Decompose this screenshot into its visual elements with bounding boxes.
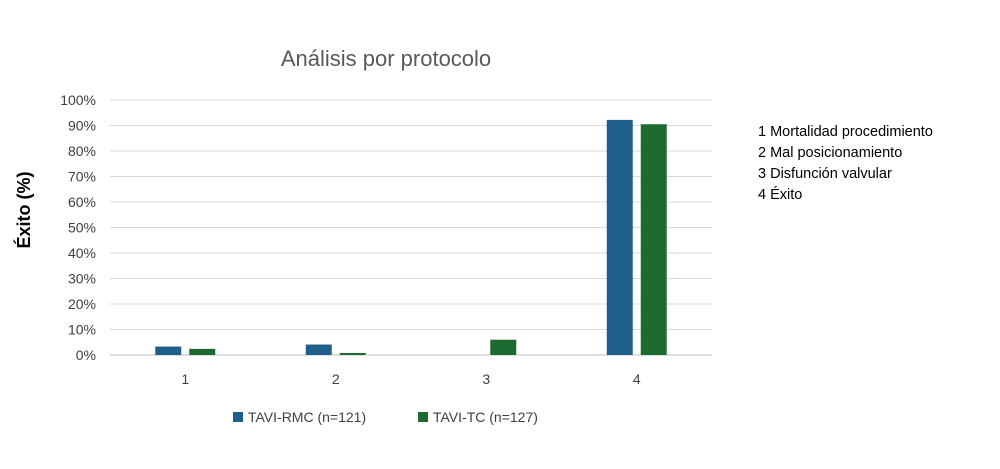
bar-series1-cat4 bbox=[606, 119, 633, 355]
y-tick-label: 60% bbox=[68, 194, 96, 210]
y-tick-label: 50% bbox=[68, 220, 96, 236]
bar-series1-cat1 bbox=[155, 346, 182, 355]
x-tick-label: 3 bbox=[482, 371, 490, 387]
y-axis-ticks: 0% 10% 20% 30% 40% 50% 60% 70% 80% 90% 100% bbox=[60, 92, 96, 363]
y-tick-label: 30% bbox=[68, 271, 96, 287]
x-axis-ticks: 1 2 3 4 bbox=[181, 371, 641, 387]
y-axis-label: Éxito (%) bbox=[13, 171, 34, 248]
legend-label: TAVI-RMC (n=121) bbox=[248, 409, 366, 425]
x-tick-label: 1 bbox=[181, 371, 189, 387]
y-tick-label: 70% bbox=[68, 169, 96, 185]
category-note-3: 3 Disfunción valvular bbox=[758, 166, 892, 182]
bar-series2-cat1 bbox=[189, 348, 216, 355]
bar-series2-cat4 bbox=[640, 124, 667, 355]
bars bbox=[155, 119, 667, 355]
y-tick-label: 20% bbox=[68, 296, 96, 312]
category-note-1: 1 Mortalidad procedimiento bbox=[758, 124, 933, 140]
bar-series2-cat2 bbox=[339, 352, 366, 355]
legend-swatch bbox=[233, 412, 243, 422]
category-note-4: 4 Éxito bbox=[758, 187, 803, 203]
y-tick-label: 0% bbox=[76, 347, 96, 363]
y-tick-label: 90% bbox=[68, 118, 96, 134]
y-tick-label: 80% bbox=[68, 143, 96, 159]
y-tick-label: 10% bbox=[68, 322, 96, 338]
chart-title: Análisis por protocolo bbox=[281, 46, 491, 71]
x-tick-label: 2 bbox=[332, 371, 340, 387]
legend-swatch bbox=[418, 412, 428, 422]
bar-series1-cat2 bbox=[305, 344, 332, 355]
bar-series2-cat3 bbox=[490, 339, 517, 355]
y-tick-label: 100% bbox=[60, 92, 96, 108]
legend: TAVI-RMC (n=121) TAVI-TC (n=127) bbox=[233, 409, 538, 425]
y-tick-label: 40% bbox=[68, 245, 96, 261]
category-note-2: 2 Mal posicionamiento bbox=[758, 145, 903, 161]
x-tick-label: 4 bbox=[633, 371, 641, 387]
legend-label: TAVI-TC (n=127) bbox=[433, 409, 538, 425]
